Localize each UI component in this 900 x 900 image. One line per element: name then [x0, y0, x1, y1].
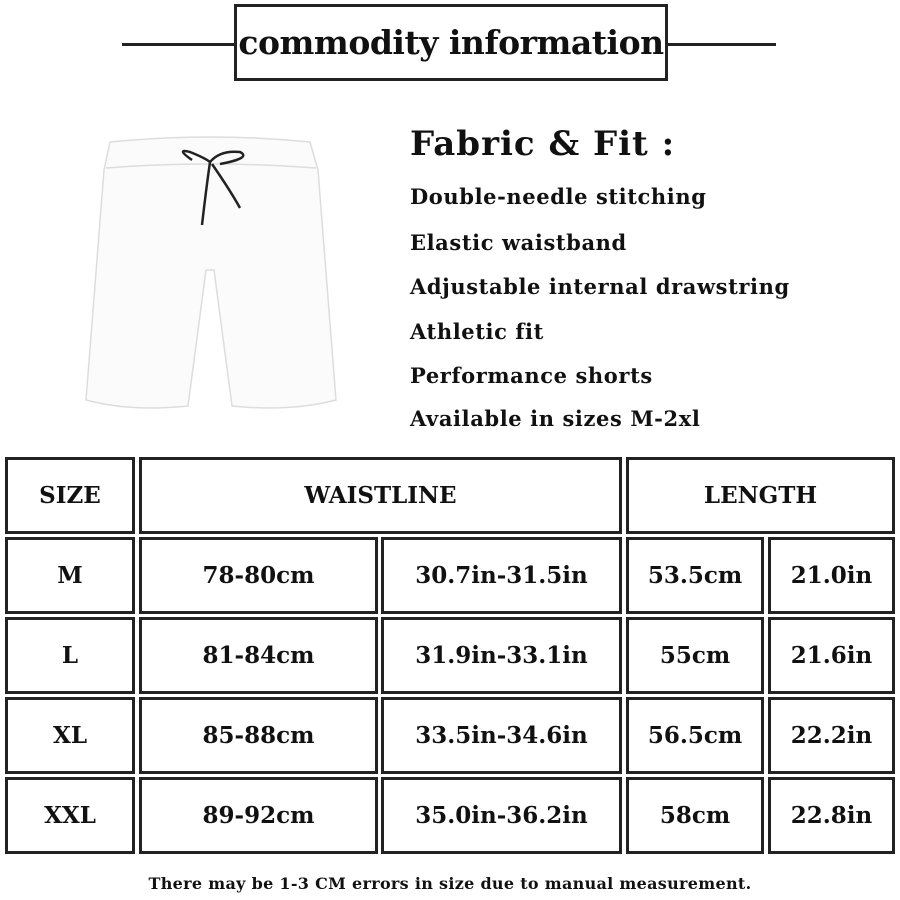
- feature-item: Athletic fit: [410, 319, 544, 344]
- table-cell: M: [5, 537, 135, 614]
- page-title: commodity information: [234, 4, 668, 81]
- table-cell: 53.5cm: [626, 537, 764, 614]
- feature-item: Double-needle stitching: [410, 184, 707, 209]
- feature-item: Adjustable internal drawstring: [410, 274, 790, 299]
- footer-note: There may be 1-3 CM errors in size due t…: [148, 874, 752, 893]
- table-cell: 81-84cm: [139, 617, 378, 694]
- table-cell: 55cm: [626, 617, 764, 694]
- header-waistline: WAISTLINE: [139, 457, 622, 534]
- table-cell: 30.7in-31.5in: [381, 537, 622, 614]
- table-cell: 78-80cm: [139, 537, 378, 614]
- table-cell: 22.2in: [768, 697, 895, 774]
- title-rule-left: [122, 43, 234, 46]
- table-cell: 33.5in-34.6in: [381, 697, 622, 774]
- table-cell: 22.8in: [768, 777, 895, 854]
- table-cell: 35.0in-36.2in: [381, 777, 622, 854]
- table-cell: 21.0in: [768, 537, 895, 614]
- table-cell: 21.6in: [768, 617, 895, 694]
- table-cell: 56.5cm: [626, 697, 764, 774]
- fabric-title: Fabric & Fit :: [410, 124, 676, 164]
- table-cell: L: [5, 617, 135, 694]
- table-cell: 58cm: [626, 777, 764, 854]
- table-cell: XXL: [5, 777, 135, 854]
- shorts-image: [85, 136, 337, 409]
- feature-item: Elastic waistband: [410, 230, 627, 255]
- header-size: SIZE: [5, 457, 135, 534]
- table-cell: 31.9in-33.1in: [381, 617, 622, 694]
- table-cell: XL: [5, 697, 135, 774]
- table-cell: 85-88cm: [139, 697, 378, 774]
- feature-item: Available in sizes M-2xl: [410, 406, 701, 431]
- feature-item: Performance shorts: [410, 363, 653, 388]
- header-length: LENGTH: [626, 457, 895, 534]
- table-cell: 89-92cm: [139, 777, 378, 854]
- title-rule-right: [665, 43, 776, 46]
